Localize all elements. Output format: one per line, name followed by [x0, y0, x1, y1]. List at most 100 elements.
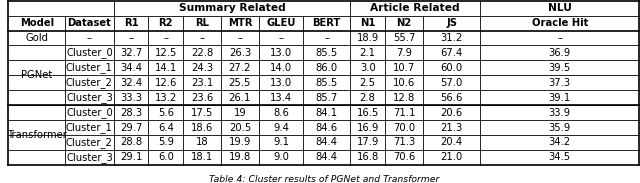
Text: 21.0: 21.0: [440, 152, 463, 162]
Text: 71.3: 71.3: [393, 137, 415, 147]
Text: 55.7: 55.7: [393, 33, 415, 43]
Text: 24.3: 24.3: [191, 63, 213, 73]
Text: –: –: [200, 33, 205, 43]
Text: 21.3: 21.3: [440, 123, 463, 132]
Text: Cluster_1: Cluster_1: [66, 62, 113, 73]
Text: N1: N1: [360, 18, 376, 28]
Text: 37.3: 37.3: [548, 78, 571, 88]
Text: BERT: BERT: [312, 18, 341, 28]
Text: 86.0: 86.0: [316, 63, 338, 73]
Text: 12.5: 12.5: [154, 48, 177, 58]
Text: 20.4: 20.4: [440, 137, 463, 147]
Text: Cluster_3: Cluster_3: [66, 152, 113, 163]
Text: 67.4: 67.4: [440, 48, 463, 58]
Text: 23.1: 23.1: [191, 78, 213, 88]
Text: RL: RL: [195, 18, 209, 28]
Text: R2: R2: [159, 18, 173, 28]
Text: 34.2: 34.2: [548, 137, 571, 147]
Text: 32.4: 32.4: [120, 78, 142, 88]
Text: –: –: [278, 33, 284, 43]
Text: 5.6: 5.6: [157, 108, 173, 118]
Text: 36.9: 36.9: [548, 48, 571, 58]
Text: Dataset: Dataset: [67, 18, 111, 28]
Text: 2.5: 2.5: [360, 78, 376, 88]
Text: 13.0: 13.0: [270, 78, 292, 88]
Text: 18: 18: [196, 137, 209, 147]
Text: Article Related: Article Related: [371, 3, 460, 13]
Text: 31.2: 31.2: [440, 33, 463, 43]
Text: Model: Model: [20, 18, 54, 28]
Text: 16.5: 16.5: [356, 108, 379, 118]
Text: 13.0: 13.0: [270, 48, 292, 58]
Text: 70.6: 70.6: [393, 152, 415, 162]
Text: PGNet: PGNet: [21, 70, 52, 80]
Text: R1: R1: [124, 18, 138, 28]
Text: 2.8: 2.8: [360, 93, 376, 103]
Text: 19: 19: [234, 108, 246, 118]
Text: 85.5: 85.5: [316, 48, 338, 58]
Text: 9.0: 9.0: [273, 152, 289, 162]
Text: 84.6: 84.6: [316, 123, 338, 132]
Text: 26.3: 26.3: [228, 48, 251, 58]
Text: MTR: MTR: [228, 18, 252, 28]
Text: 34.4: 34.4: [120, 63, 142, 73]
Text: 10.7: 10.7: [393, 63, 415, 73]
Text: 28.3: 28.3: [120, 108, 142, 118]
Text: 10.6: 10.6: [393, 78, 415, 88]
Text: 19.8: 19.8: [228, 152, 251, 162]
Text: 20.5: 20.5: [228, 123, 251, 132]
Text: 13.4: 13.4: [270, 93, 292, 103]
Text: –: –: [87, 33, 92, 43]
Text: 16.9: 16.9: [356, 123, 379, 132]
Text: JS: JS: [446, 18, 457, 28]
Text: 7.9: 7.9: [396, 48, 412, 58]
Text: 85.5: 85.5: [316, 78, 338, 88]
Text: 25.5: 25.5: [228, 78, 251, 88]
Text: 16.8: 16.8: [356, 152, 379, 162]
Text: –: –: [557, 33, 563, 43]
Text: 5.9: 5.9: [157, 137, 173, 147]
Text: 20.6: 20.6: [440, 108, 463, 118]
Text: 6.0: 6.0: [158, 152, 173, 162]
Text: 84.1: 84.1: [316, 108, 338, 118]
Text: 34.5: 34.5: [548, 152, 571, 162]
Text: Summary Related: Summary Related: [179, 3, 285, 13]
Text: 39.5: 39.5: [548, 63, 571, 73]
Text: –: –: [129, 33, 134, 43]
Text: 28.8: 28.8: [120, 137, 142, 147]
Text: NLU: NLU: [548, 3, 572, 13]
Text: GLEU: GLEU: [266, 18, 296, 28]
Text: Cluster_3: Cluster_3: [66, 92, 113, 103]
Text: 84.4: 84.4: [316, 152, 338, 162]
Text: N2: N2: [396, 18, 412, 28]
Text: 39.1: 39.1: [548, 93, 571, 103]
Text: 60.0: 60.0: [440, 63, 463, 73]
Text: 85.7: 85.7: [316, 93, 338, 103]
Text: Cluster_1: Cluster_1: [66, 122, 113, 133]
Text: 32.7: 32.7: [120, 48, 142, 58]
Text: 6.4: 6.4: [158, 123, 173, 132]
Text: 57.0: 57.0: [440, 78, 463, 88]
Text: 84.4: 84.4: [316, 137, 338, 147]
Text: 14.1: 14.1: [155, 63, 177, 73]
Text: 8.6: 8.6: [273, 108, 289, 118]
Text: 14.0: 14.0: [270, 63, 292, 73]
Text: 13.2: 13.2: [155, 93, 177, 103]
Text: –: –: [237, 33, 243, 43]
Text: Cluster_0: Cluster_0: [66, 47, 113, 58]
Text: 23.6: 23.6: [191, 93, 213, 103]
Text: 35.9: 35.9: [548, 123, 571, 132]
Text: 29.1: 29.1: [120, 152, 142, 162]
Text: 17.9: 17.9: [356, 137, 379, 147]
Text: 33.9: 33.9: [548, 108, 571, 118]
Text: –: –: [163, 33, 168, 43]
Text: 9.1: 9.1: [273, 137, 289, 147]
Text: Transformer: Transformer: [7, 130, 67, 140]
Text: Cluster_2: Cluster_2: [66, 77, 113, 88]
Text: Table 4: Cluster results of PGNet and Transformer: Table 4: Cluster results of PGNet and Tr…: [209, 175, 439, 183]
Text: 12.8: 12.8: [393, 93, 415, 103]
Text: –: –: [324, 33, 329, 43]
Text: Gold: Gold: [25, 33, 48, 43]
Text: 22.8: 22.8: [191, 48, 213, 58]
Text: 26.1: 26.1: [228, 93, 251, 103]
